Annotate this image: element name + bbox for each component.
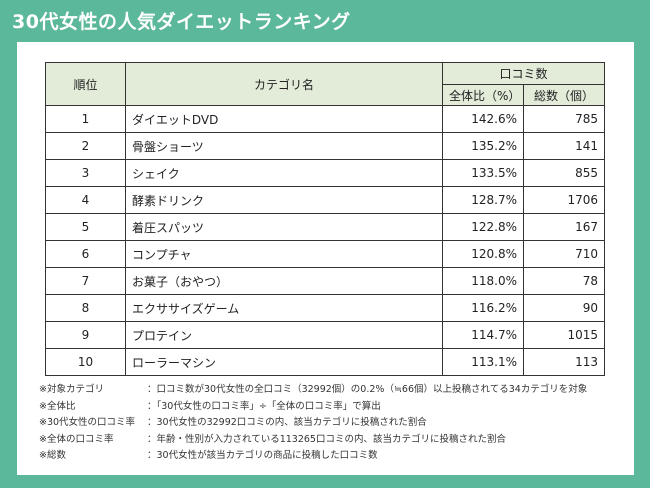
- cell-rank: 6: [45, 240, 126, 268]
- table-row: 10 ローラーマシン 113.1% 113: [45, 348, 605, 376]
- cell-category: 骨盤ショーツ: [125, 132, 443, 160]
- footnote-key: ※対象カテゴリ: [39, 384, 104, 395]
- footnote-key: ※全体比: [39, 400, 76, 412]
- footnote-key: ※全体の口コミ率: [39, 433, 114, 445]
- content-panel: 順位 カテゴリ名 口コミ数 全体比（%） 総数（個） 1 ダイエットDVD 142.…: [17, 42, 634, 475]
- cell-rank: 9: [45, 321, 126, 349]
- cell-ratio: 114.7%: [442, 321, 524, 349]
- cell-ratio: 128.7%: [442, 186, 524, 214]
- cell-rank: 2: [45, 132, 126, 160]
- header-rank: 順位: [45, 62, 126, 106]
- header-total: 総数（個）: [523, 84, 605, 106]
- cell-total: 113: [523, 348, 605, 376]
- cell-ratio: 118.0%: [442, 267, 524, 295]
- footnotes: ※対象カテゴリ ：口コミ数が30代女性の全口コミ（32992個）の0.2%（≒66…: [39, 382, 587, 465]
- footnote-value: ：30代女性が該当カテゴリの商品に投稿した口コミ数: [147, 450, 378, 461]
- cell-ratio: 133.5%: [442, 159, 524, 187]
- table-row: 5 着圧スパッツ 122.8% 167: [45, 213, 605, 241]
- table-row: 9 プロテイン 114.7% 1015: [45, 321, 605, 349]
- cell-total: 1706: [523, 186, 605, 214]
- table-row: 4 酵素ドリンク 128.7% 1706: [45, 186, 605, 214]
- footnote: ※総数 ：30代女性が該当カテゴリの商品に投稿した口コミ数: [39, 448, 587, 465]
- footnote-key: ※総数: [39, 450, 66, 461]
- cell-rank: 10: [45, 348, 126, 376]
- header-ratio: 全体比（%）: [442, 84, 524, 106]
- cell-category: エクササイズゲーム: [125, 294, 443, 322]
- footnote-value: ：30代女性の32992口コミの内、該当カテゴリに投稿された割合: [147, 417, 427, 428]
- cell-total: 785: [523, 105, 605, 133]
- ranking-table: 順位 カテゴリ名 口コミ数 全体比（%） 総数（個） 1 ダイエットDVD 142.…: [45, 62, 605, 376]
- cell-total: 710: [523, 240, 605, 268]
- table-body: 1 ダイエットDVD 142.6% 785 2 骨盤ショーツ 135.2% 141 3 シェイク 1…: [45, 105, 605, 376]
- cell-category: 酵素ドリンク: [125, 186, 443, 214]
- cell-ratio: 120.8%: [442, 240, 524, 268]
- cell-ratio: 135.2%: [442, 132, 524, 160]
- footnote-value: ：口コミ数が30代女性の全口コミ（32992個）の0.2%（≒66個）以上投稿さ…: [147, 384, 588, 395]
- cell-total: 78: [523, 267, 605, 295]
- cell-total: 141: [523, 132, 605, 160]
- table-row: 1 ダイエットDVD 142.6% 785: [45, 105, 605, 133]
- cell-rank: 1: [45, 105, 126, 133]
- cell-rank: 5: [45, 213, 126, 241]
- header-category: カテゴリ名: [125, 62, 443, 106]
- header-kuchikomi: 口コミ数: [442, 62, 605, 85]
- cell-category: シェイク: [125, 159, 443, 187]
- cell-total: 90: [523, 294, 605, 322]
- cell-ratio: 122.8%: [442, 213, 524, 241]
- cell-ratio: 116.2%: [442, 294, 524, 322]
- footnote-value: ：「30代女性の口コミ率」÷「全体の口コミ率」で算出: [147, 400, 381, 412]
- cell-category: プロテイン: [125, 321, 443, 349]
- table-row: 6 コンプチャ 120.8% 710: [45, 240, 605, 268]
- cell-rank: 7: [45, 267, 126, 295]
- page-title: 30代女性の人気ダイエットランキング: [12, 11, 351, 33]
- cell-category: ダイエットDVD: [125, 105, 443, 133]
- cell-category: コンプチャ: [125, 240, 443, 268]
- cell-category: お菓子（おやつ）: [125, 267, 443, 295]
- table-row: 7 お菓子（おやつ） 118.0% 78: [45, 267, 605, 295]
- table-row: 8 エクササイズゲーム 116.2% 90: [45, 294, 605, 322]
- cell-category: ローラーマシン: [125, 348, 443, 376]
- cell-rank: 4: [45, 186, 126, 214]
- cell-rank: 3: [45, 159, 126, 187]
- footnote: ※全体比 ：「30代女性の口コミ率」÷「全体の口コミ率」で算出: [39, 399, 587, 416]
- footnote: ※全体の口コミ率 ：年齢・性別が入力されている113265口コミの内、該当カテゴリ…: [39, 432, 587, 449]
- cell-ratio: 142.6%: [442, 105, 524, 133]
- footnote-key: ※30代女性の口コミ率: [39, 417, 136, 428]
- cell-category: 着圧スパッツ: [125, 213, 443, 241]
- cell-total: 167: [523, 213, 605, 241]
- cell-total: 855: [523, 159, 605, 187]
- footnote: ※対象カテゴリ ：口コミ数が30代女性の全口コミ（32992個）の0.2%（≒66…: [39, 382, 587, 399]
- cell-ratio: 113.1%: [442, 348, 524, 376]
- footnote-value: ：年齢・性別が入力されている113265口コミの内、該当カテゴリに投稿された割合: [147, 433, 506, 445]
- cell-rank: 8: [45, 294, 126, 322]
- footnote: ※30代女性の口コミ率 ：30代女性の32992口コミの内、該当カテゴリに投稿され…: [39, 415, 587, 432]
- table-row: 3 シェイク 133.5% 855: [45, 159, 605, 187]
- cell-total: 1015: [523, 321, 605, 349]
- table-row: 2 骨盤ショーツ 135.2% 141: [45, 132, 605, 160]
